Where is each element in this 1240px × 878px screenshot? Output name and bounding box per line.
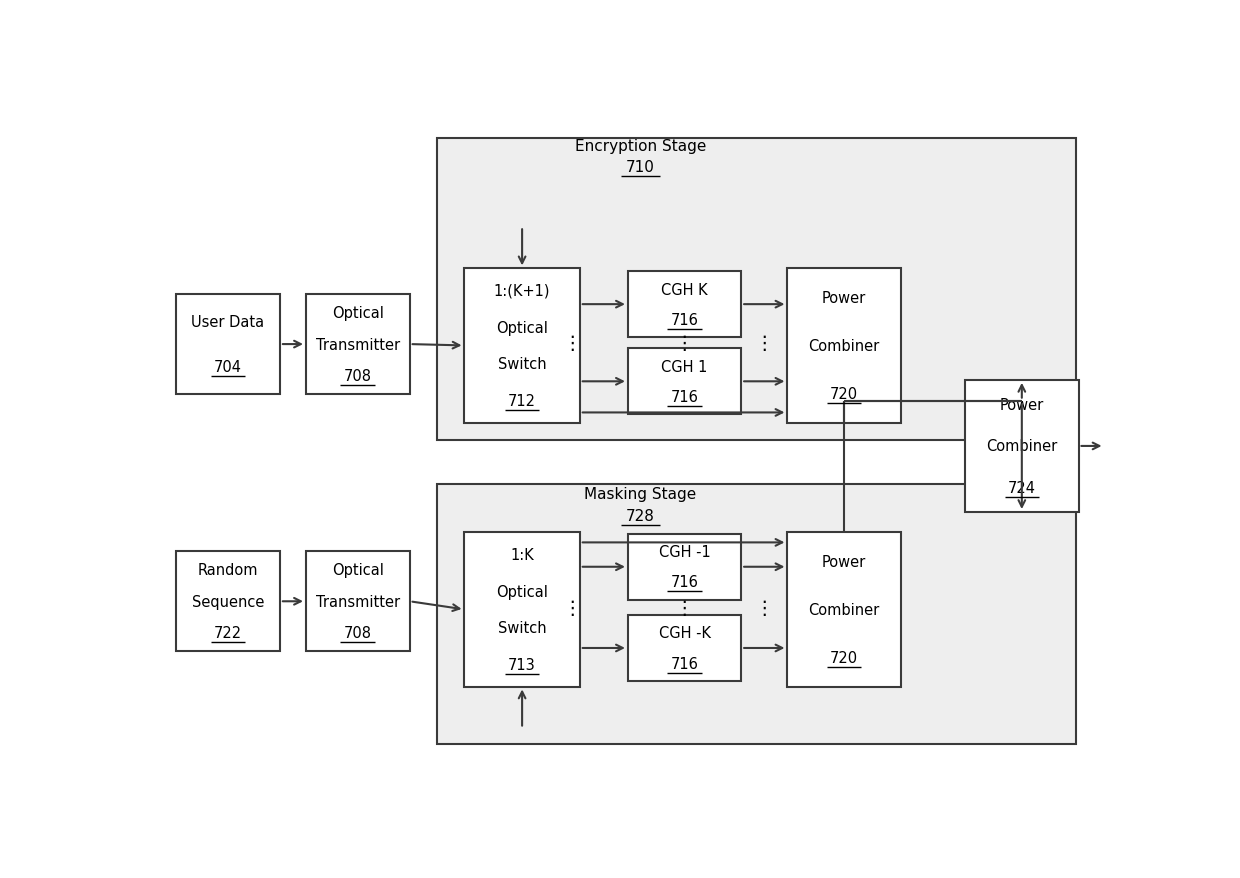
Text: CGH K: CGH K <box>661 282 708 298</box>
Text: CGH -1: CGH -1 <box>658 544 711 559</box>
Bar <box>627 271 742 338</box>
Text: 710: 710 <box>626 160 655 175</box>
Text: 712: 712 <box>508 393 536 408</box>
Text: Masking Stage: Masking Stage <box>584 486 697 501</box>
Text: 708: 708 <box>343 625 372 640</box>
Text: 716: 716 <box>671 575 698 590</box>
Bar <box>306 295 409 395</box>
Bar <box>176 295 280 395</box>
Text: 722: 722 <box>215 625 242 640</box>
Text: 708: 708 <box>343 369 372 384</box>
Text: ⋮: ⋮ <box>675 598 694 617</box>
Text: Combiner: Combiner <box>808 339 879 354</box>
Text: User Data: User Data <box>191 314 264 329</box>
Bar <box>176 551 280 651</box>
Text: 1:K: 1:K <box>510 547 534 562</box>
Text: Encryption Stage: Encryption Stage <box>574 139 706 154</box>
Text: Combiner: Combiner <box>986 439 1058 454</box>
Text: ⋮: ⋮ <box>675 334 694 353</box>
Bar <box>436 140 1075 440</box>
Bar <box>465 533 580 687</box>
Bar <box>965 380 1079 513</box>
Text: Optical: Optical <box>496 320 548 335</box>
Text: 720: 720 <box>830 386 858 402</box>
Text: Optical: Optical <box>332 563 383 578</box>
Text: ⋮: ⋮ <box>562 334 582 353</box>
Bar <box>306 551 409 651</box>
Text: ⋮: ⋮ <box>562 598 582 617</box>
Text: 716: 716 <box>671 313 698 327</box>
Text: Random: Random <box>198 563 258 578</box>
Text: ⋮: ⋮ <box>754 598 774 617</box>
Text: 716: 716 <box>671 656 698 671</box>
Text: 704: 704 <box>215 360 242 375</box>
Text: 713: 713 <box>508 658 536 673</box>
Text: Sequence: Sequence <box>192 594 264 609</box>
Bar <box>787 533 900 687</box>
Text: Switch: Switch <box>497 356 547 372</box>
Text: Transmitter: Transmitter <box>316 594 399 609</box>
Text: Transmitter: Transmitter <box>316 337 399 352</box>
Text: 720: 720 <box>830 651 858 666</box>
Text: 716: 716 <box>671 390 698 405</box>
Text: 724: 724 <box>1008 480 1035 495</box>
Text: ⋮: ⋮ <box>754 334 774 353</box>
Bar <box>627 615 742 681</box>
Bar <box>627 349 742 415</box>
Bar <box>627 534 742 601</box>
Text: Optical: Optical <box>496 584 548 599</box>
Text: 1:(K+1): 1:(K+1) <box>494 284 551 299</box>
Text: Power: Power <box>822 554 867 569</box>
Bar <box>436 484 1075 745</box>
Text: CGH 1: CGH 1 <box>661 359 708 374</box>
Bar <box>787 269 900 423</box>
Text: Switch: Switch <box>497 621 547 636</box>
Text: Optical: Optical <box>332 306 383 320</box>
Bar <box>465 269 580 423</box>
Text: Power: Power <box>822 291 867 306</box>
Text: 728: 728 <box>626 508 655 523</box>
Text: Combiner: Combiner <box>808 602 879 617</box>
Text: Power: Power <box>999 398 1044 413</box>
Text: CGH -K: CGH -K <box>658 626 711 641</box>
